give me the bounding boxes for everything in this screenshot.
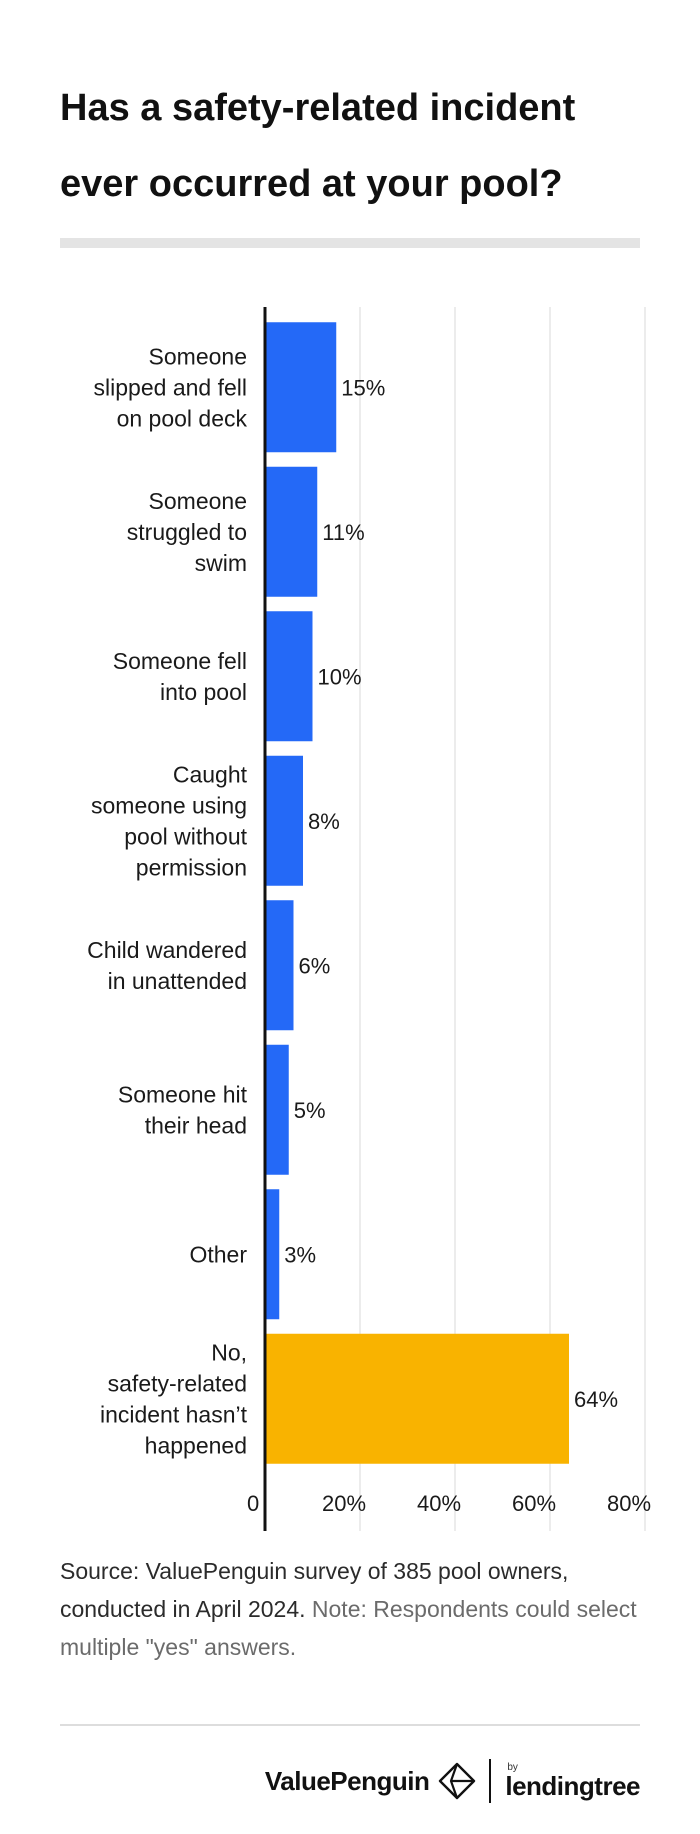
source-note: Source: ValuePenguin survey of 385 pool … (60, 1552, 650, 1666)
bar-chart: Someone slipped and fell on pool deck Someo… (87, 307, 651, 1531)
data-label: 5% (294, 1098, 326, 1123)
category-label: Someone struggled to swim (127, 488, 247, 576)
x-axis-ticks: 0 20% 40% 60% 80% (247, 1491, 651, 1516)
x-tick-label: 40% (417, 1491, 461, 1516)
bar (266, 322, 337, 453)
data-label: 11% (322, 520, 364, 545)
category-label: Caught someone using pool without permissio… (91, 761, 248, 880)
chart-title: Has a safety-related incident ever occur… (60, 87, 576, 205)
category-label: Someone slipped and fell on pool deck (94, 343, 248, 431)
note-text: Note: Respondents could select multiple … (60, 1596, 637, 1660)
category-label: Someone fell into pool (113, 648, 247, 705)
data-label: 64% (574, 1387, 618, 1412)
data-label: 15% (341, 375, 385, 400)
value-labels: 15% 11% 10% 8% 6% 5% 3% 64% (284, 375, 618, 1412)
data-label: 8% (308, 809, 340, 834)
source-text: Source: ValuePenguin survey of 385 pool … (60, 1558, 569, 1622)
bar (266, 755, 303, 886)
category-label: Child wandered in unattended (87, 937, 247, 994)
category-label: No, safety-related incident hasn’t happened (100, 1339, 248, 1458)
footer-divider (60, 1724, 640, 1726)
bars (266, 322, 569, 1464)
x-tick-label: 80% (607, 1491, 651, 1516)
bar (266, 900, 294, 1031)
bar (266, 611, 313, 742)
x-tick-label: 20% (322, 1491, 366, 1516)
gridlines (359, 307, 646, 1531)
data-label: 10% (318, 664, 362, 689)
lendingtree-logo: by lendingtree (505, 1762, 640, 1801)
bar (266, 1189, 280, 1320)
valuepenguin-diamond-icon (439, 1762, 476, 1800)
brand-logos: ValuePenguin by lendingtree (265, 1757, 640, 1805)
x-tick-label: 0 (247, 1491, 259, 1516)
logo-divider (489, 1759, 492, 1803)
lendingtree-by: by (507, 1762, 518, 1773)
data-label: 6% (299, 953, 331, 978)
bar (266, 466, 318, 597)
bar (266, 1044, 289, 1175)
x-tick-label: 60% (512, 1491, 556, 1516)
data-label: 3% (284, 1242, 316, 1267)
lendingtree-wordmark: lendingtree (505, 1771, 640, 1801)
bar (266, 1333, 569, 1464)
category-label: Other (189, 1241, 247, 1267)
title-divider (60, 238, 640, 248)
valuepenguin-logo: ValuePenguin (264, 1765, 430, 1796)
category-labels: Someone slipped and fell on pool deck Someo… (87, 343, 247, 1458)
category-label: Someone hit their head (118, 1081, 248, 1138)
